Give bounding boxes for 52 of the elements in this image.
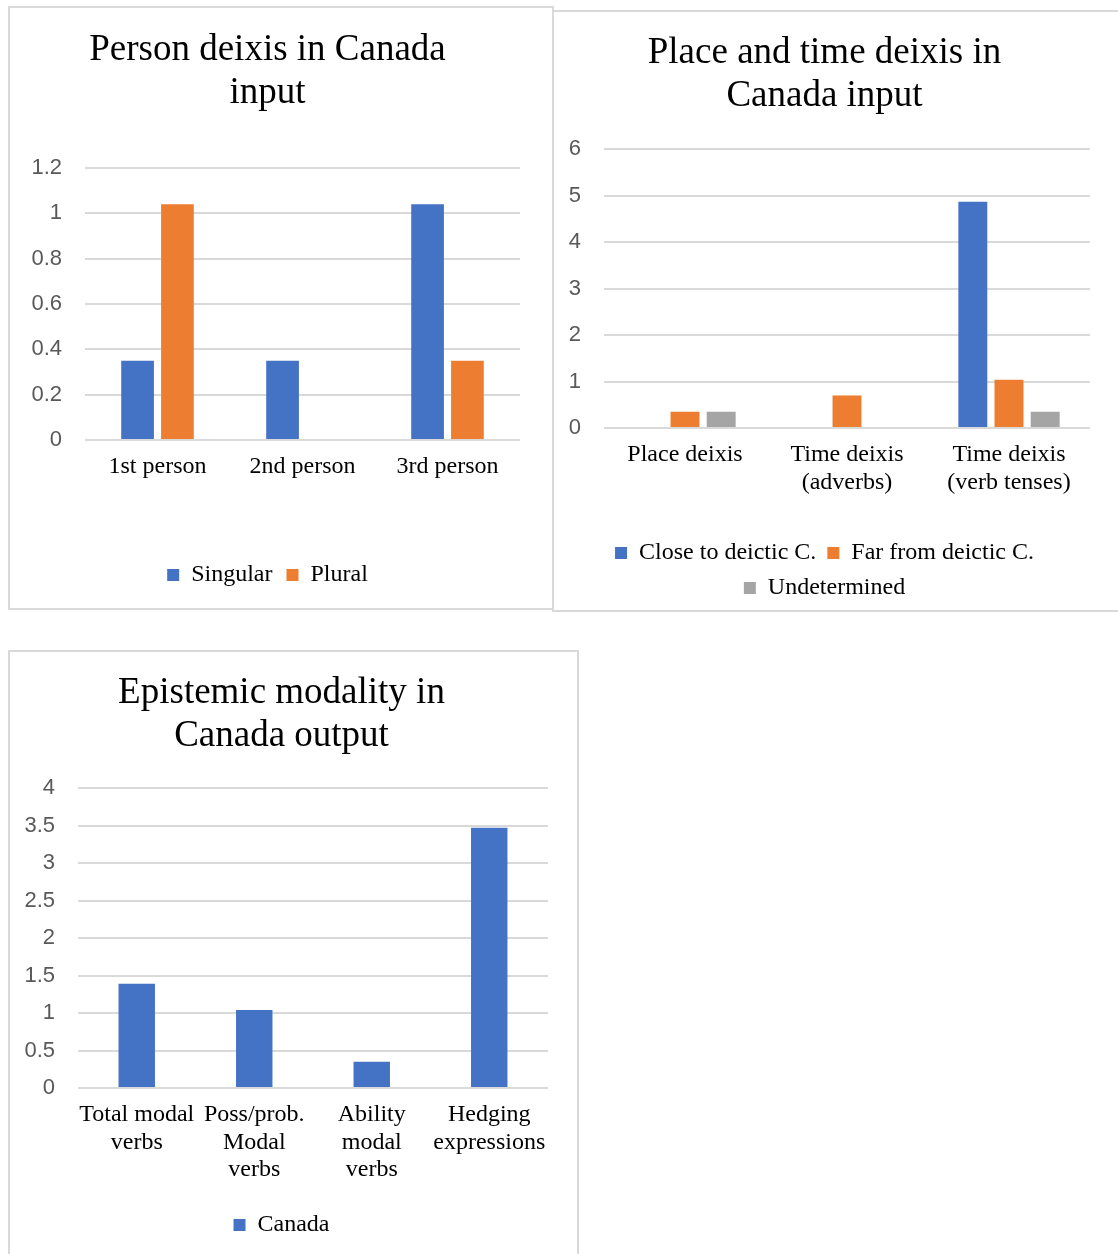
legend-label: Canada [257, 1210, 330, 1237]
y-tick-label: 2 [568, 321, 581, 347]
x-tick-label: Hedging expressions [433, 1100, 546, 1154]
bar [958, 201, 988, 427]
x-tick-label: Ability modal verbs [337, 1100, 406, 1182]
y-tick-label: 4 [568, 228, 581, 254]
y-tick-label: 0.6 [31, 290, 62, 316]
legend-label: Undetermined [767, 573, 906, 600]
bar [236, 1010, 273, 1087]
chart-title: Place and time deixis in Canada input [647, 29, 1002, 114]
bar [706, 411, 736, 427]
x-tick-label: 1st person [108, 452, 207, 479]
x-tick-label: Poss/prob. Modal verbs [203, 1100, 305, 1182]
bar [994, 379, 1024, 427]
y-tick-label: 0.2 [31, 380, 62, 406]
y-tick-label: 0.8 [31, 244, 62, 270]
y-tick-label: 0 [49, 426, 62, 452]
y-tick-label: 0.4 [31, 335, 62, 361]
y-tick-label: 0 [42, 1074, 55, 1100]
y-tick-label: 6 [568, 135, 581, 161]
bar [353, 1061, 390, 1087]
y-tick-label: 5 [568, 181, 581, 207]
y-tick-label: 1 [568, 367, 581, 393]
bar [471, 827, 508, 1087]
bar [1030, 411, 1060, 427]
legend-label: Close to deictic C. [639, 538, 817, 565]
y-tick-label: 1.2 [31, 154, 62, 180]
y-tick-label: 1 [49, 199, 62, 225]
bar [832, 395, 862, 427]
x-tick-label: 3rd person [396, 452, 499, 479]
legend-label: Singular [191, 560, 273, 587]
legend-label: Plural [310, 560, 369, 587]
y-tick-label: 0.5 [24, 1036, 55, 1062]
y-tick-label: 0 [568, 414, 581, 440]
x-tick-label: Time deixis (adverbs) [790, 440, 904, 494]
x-tick-label: 2nd person [249, 452, 356, 479]
chart-title: Epistemic modality in Canada output [118, 669, 445, 754]
y-tick-label: 2 [42, 924, 55, 950]
bar [118, 983, 155, 1087]
x-tick-label: Place deixis [627, 440, 743, 467]
legend-label: Far from deictic C. [851, 538, 1034, 565]
y-tick-label: 3.5 [24, 811, 55, 837]
y-tick-label: 2.5 [24, 886, 55, 912]
y-tick-label: 3 [42, 849, 55, 875]
y-tick-label: 1.5 [24, 961, 55, 987]
y-tick-label: 4 [42, 774, 55, 800]
x-tick-label: Total modal verbs [79, 1100, 195, 1154]
bar [670, 411, 700, 427]
y-tick-label: 3 [568, 274, 581, 300]
y-tick-label: 1 [42, 999, 55, 1025]
x-tick-label: Time deixis (verb tenses) [947, 440, 1071, 494]
chart-title: Person deixis in Canada input [89, 26, 446, 111]
